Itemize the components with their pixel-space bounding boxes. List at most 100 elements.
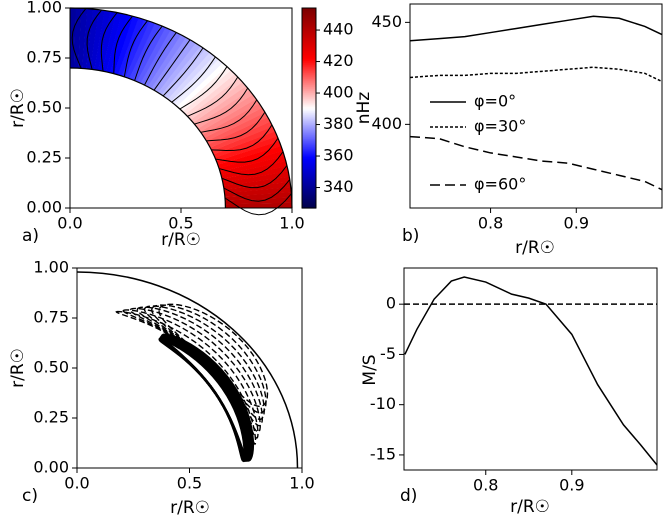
contour-line <box>206 111 266 142</box>
contour-line <box>224 193 292 216</box>
colorbar-cell <box>302 126 316 129</box>
streamline <box>122 309 259 439</box>
legend-label: φ=60° <box>474 175 526 194</box>
colorbar-cell <box>302 8 316 11</box>
streamline <box>129 307 261 433</box>
x-tick-label: 1.0 <box>279 214 304 233</box>
colorbar-cell <box>302 12 316 15</box>
colorbar-cell <box>302 122 316 125</box>
panel-label: c) <box>22 486 38 506</box>
field-wedge <box>179 66 232 112</box>
colorbar-cell <box>302 166 316 169</box>
colorbar-tick-label: 420 <box>323 51 354 70</box>
field-wedge <box>197 94 257 132</box>
axes-frame <box>403 267 658 471</box>
colorbar-cell <box>302 188 316 191</box>
y-tick-label: 400 <box>371 114 402 133</box>
colorbar-cell <box>302 64 316 67</box>
colorbar-cell <box>302 140 316 143</box>
y-axis-label: r/R☉ <box>8 348 28 388</box>
colorbar-cell <box>302 174 316 177</box>
colorbar-cell <box>302 164 316 167</box>
colorbar-cell <box>302 68 316 71</box>
x-tick-label: 1.0 <box>289 474 314 493</box>
contour-line <box>123 20 148 77</box>
x-tick-label: 0.9 <box>559 476 584 495</box>
x-tick-label: 0.0 <box>64 474 89 493</box>
colorbar-cell <box>302 74 316 77</box>
contour-line <box>153 39 191 91</box>
field-wedge <box>224 186 292 198</box>
streamline <box>151 304 267 414</box>
colorbar-cell <box>302 136 316 139</box>
colorbar-cell <box>302 110 316 113</box>
field-wedge <box>216 140 282 165</box>
colorbar-cell <box>302 168 316 171</box>
colorbar-cell <box>302 142 316 145</box>
y-tick-label: 0.00 <box>26 198 62 217</box>
colorbar-cell <box>302 42 316 45</box>
y-tick-label: 1.00 <box>33 258 69 277</box>
colorbar-cell <box>302 160 316 163</box>
colorbar-cell <box>302 194 316 197</box>
colorbar-cell <box>302 54 316 57</box>
field-wedge <box>90 9 105 70</box>
y-tick-label: 0.75 <box>33 308 69 327</box>
field-wedge <box>206 112 268 145</box>
field-wedge <box>222 171 290 187</box>
colorbar-cell <box>302 34 316 37</box>
colorbar-cell <box>302 190 316 193</box>
x-axis-label: r/R☉ <box>170 498 210 518</box>
colorbar-cell <box>302 184 316 187</box>
colorbar-cell <box>302 18 316 21</box>
colorbar-frame <box>301 7 317 209</box>
field-wedge <box>136 27 171 84</box>
colorbar-cell <box>302 16 316 19</box>
colorbar-cell <box>302 128 316 131</box>
field-wedge <box>217 145 283 169</box>
series-line <box>409 15 663 42</box>
field-wedge <box>173 59 223 107</box>
colorbar-cell <box>302 180 316 183</box>
colorbar-cell <box>302 200 316 203</box>
y-tick-label: 0.75 <box>26 48 62 67</box>
colorbar-cell <box>302 158 316 161</box>
colorbar-cell <box>302 50 316 53</box>
contour-line <box>221 165 288 189</box>
legend-label: φ=30° <box>474 117 526 136</box>
field-wedge <box>143 32 181 87</box>
axes-frame <box>409 3 663 209</box>
y-tick-label: 0.50 <box>26 98 62 117</box>
field-wedge <box>125 21 155 79</box>
contour-line <box>144 32 177 86</box>
contour-line <box>86 9 102 70</box>
colorbar-cell <box>302 62 316 65</box>
colorbar-cell <box>302 204 316 207</box>
y-tick-label: -5 <box>380 344 396 363</box>
field-wedge <box>182 70 235 115</box>
contour-line <box>211 124 273 151</box>
field-wedge <box>215 136 280 162</box>
x-tick-label: 0.5 <box>168 214 193 233</box>
colorbar-cell <box>302 150 316 153</box>
contour-line <box>162 47 204 97</box>
colorbar-cell <box>302 70 316 73</box>
contour-line <box>71 8 87 69</box>
colorbar-cell <box>302 26 316 29</box>
contour-line <box>218 151 284 176</box>
contour-line <box>179 66 228 110</box>
streamline <box>143 305 265 420</box>
series-line <box>404 276 658 466</box>
y-axis-label: M/S <box>360 354 380 385</box>
colorbar-cell <box>302 20 316 23</box>
colorbar-cell <box>302 40 316 43</box>
colorbar-cell <box>302 146 316 149</box>
colorbar-tick-label: 400 <box>323 83 354 102</box>
series-line <box>409 135 663 191</box>
boundary <box>76 271 299 469</box>
colorbar-cell <box>302 100 316 103</box>
colorbar-cell <box>302 90 316 93</box>
x-tick-label: 0.8 <box>478 214 503 233</box>
x-tick-label: 0.9 <box>564 214 589 233</box>
panel-label: a) <box>22 226 39 246</box>
